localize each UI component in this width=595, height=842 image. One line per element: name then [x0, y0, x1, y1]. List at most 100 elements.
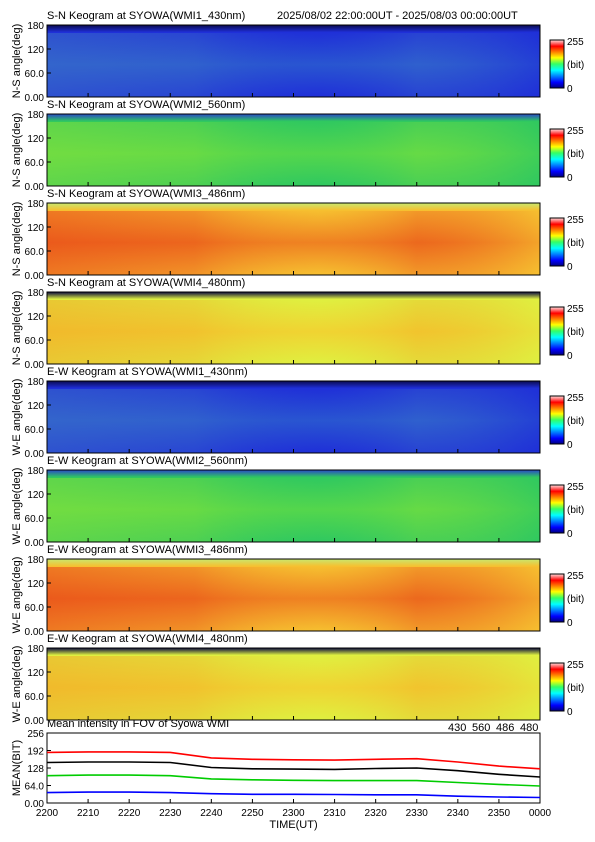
keogram-texture: [47, 211, 540, 275]
y-tick-label: 180: [27, 555, 44, 566]
y-axis-label: W-E angle(deg): [11, 379, 23, 456]
panel-title: E-W Keogram at SYOWA(WMI1_430nm): [47, 366, 248, 378]
keogram-panel: E-W Keogram at SYOWA(WMI1_430nm)180 120 60…: [11, 366, 584, 460]
y-tick-label: 60.0: [25, 514, 45, 525]
y-tick-label: 0.00: [25, 93, 45, 104]
legend-entry-486: 486: [496, 722, 514, 734]
y-tick-label: 120: [27, 134, 44, 145]
y-tick-label: 180: [27, 377, 44, 388]
y-axis-label: W-E angle(deg): [11, 646, 23, 723]
legend-entry-560: 560: [472, 722, 490, 734]
colorbar-min-label: 0: [567, 262, 573, 273]
x-tick-label: 2300: [282, 808, 305, 819]
colorbar-min-label: 0: [567, 84, 573, 95]
colorbar: [549, 39, 565, 89]
x-tick-label: 2250: [241, 808, 264, 819]
keogram-panel: E-W Keogram at SYOWA(WMI3_486nm)180 120 60…: [11, 544, 584, 638]
y-tick-label: 60.0: [25, 158, 45, 169]
colorbar-unit-label: (bit): [567, 238, 584, 249]
colorbar-unit-label: (bit): [567, 683, 584, 694]
y-tick-label: 0.00: [25, 271, 45, 282]
colorbar-min-label: 0: [567, 618, 573, 629]
panel-title: E-W Keogram at SYOWA(WMI3_486nm): [47, 544, 248, 556]
y-tick-label: 180: [27, 110, 44, 121]
y-axis-label: N-S angle(deg): [11, 113, 23, 188]
legend-entry-430: 430: [448, 722, 466, 734]
y-tick-label: 120: [27, 490, 44, 501]
panel-title: S-N Keogram at SYOWA(WMI3_486nm): [47, 188, 245, 200]
series-line-430: [46, 791, 541, 799]
colorbar-min-label: 0: [567, 351, 573, 362]
y-tick-label: 60.0: [25, 336, 45, 347]
y-tick-label: 180: [27, 466, 44, 477]
colorbar-max-label: 255: [567, 126, 584, 137]
y-tick-label: 60.0: [25, 247, 45, 258]
y-axis-label: MEAN(BIT): [11, 740, 23, 796]
keogram-texture: [47, 656, 540, 720]
colorbar-unit-label: (bit): [567, 416, 584, 427]
colorbar-max-label: 255: [567, 304, 584, 315]
y-tick-label: 180: [27, 644, 44, 655]
series-line-486: [46, 751, 541, 770]
colorbar-max-label: 255: [567, 393, 584, 404]
x-tick-label: 2340: [447, 808, 470, 819]
series-line-560: [46, 774, 541, 787]
colorbar-max-label: 255: [567, 482, 584, 493]
y-axis-label: N-S angle(deg): [11, 291, 23, 366]
y-tick-label: 180: [27, 199, 44, 210]
y-tick-label: 120: [27, 579, 44, 590]
x-tick-label: 2320: [365, 808, 388, 819]
mean-intensity-plot: Mean intensity in FOV of Syowa WMI 430 560…: [11, 718, 552, 831]
y-tick-label: 60.0: [25, 692, 45, 703]
y-tick-label: 0.00: [25, 360, 45, 371]
keogram-texture: [47, 33, 540, 97]
y-tick-label: 180: [27, 288, 44, 299]
keogram-texture: [47, 300, 540, 364]
colorbar-min-label: 0: [567, 440, 573, 451]
keogram-panel: S-N Keogram at SYOWA(WMI3_486nm)180 120 60…: [11, 188, 584, 282]
colorbar: [549, 128, 565, 178]
colorbar-min-label: 0: [567, 529, 573, 540]
keogram-panel: S-N Keogram at SYOWA(WMI4_480nm)180 120 60…: [11, 277, 584, 371]
x-tick-label: 2220: [118, 808, 141, 819]
x-axis-label: TIME(UT): [269, 819, 317, 831]
y-axis-label: N-S angle(deg): [11, 24, 23, 99]
y-tick-label: 120: [27, 668, 44, 679]
colorbar-unit-label: (bit): [567, 594, 584, 605]
x-tick-label: 2240: [200, 808, 223, 819]
panel-title: S-N Keogram at SYOWA(WMI2_560nm): [47, 99, 245, 111]
y-tick-label: 0.00: [25, 716, 45, 727]
y-tick-label: 120: [27, 45, 44, 56]
y-tick-label: 0.00: [25, 538, 45, 549]
x-tick-label: 2210: [77, 808, 100, 819]
colorbar-unit-label: (bit): [567, 149, 584, 160]
colorbar: [549, 395, 565, 445]
keogram-texture: [47, 122, 540, 186]
legend-entry-480: 480: [520, 722, 538, 734]
series-line-480: [46, 761, 541, 778]
colorbar: [549, 662, 565, 712]
y-tick-label: 0.00: [25, 182, 45, 193]
colorbar-max-label: 255: [567, 571, 584, 582]
keogram-panel: S-N Keogram at SYOWA(WMI1_430nm)180 120 60…: [11, 10, 584, 104]
y-tick-label: 256: [27, 729, 44, 740]
keogram-texture: [47, 567, 540, 631]
keogram-panels: S-N Keogram at SYOWA(WMI1_430nm)18012060…: [11, 10, 584, 727]
keogram-panel: S-N Keogram at SYOWA(WMI2_560nm)180 120 60…: [11, 99, 584, 193]
y-axis-label: W-E angle(deg): [11, 557, 23, 634]
y-tick-label: 60.0: [25, 603, 45, 614]
y-tick-label: 192: [27, 747, 44, 758]
y-tick-label: 120: [27, 312, 44, 323]
time-range-label: 2025/08/02 22:00:00UT - 2025/08/03 00:00…: [277, 10, 518, 22]
x-tick-label: 0000: [529, 808, 552, 819]
x-tick-label: 2230: [159, 808, 182, 819]
y-tick-label: 64.0: [25, 782, 45, 793]
y-tick-label: 128: [27, 764, 44, 775]
y-axis-label: N-S angle(deg): [11, 202, 23, 277]
y-tick-label: 0.00: [25, 799, 45, 810]
x-tick-label: 2200: [36, 808, 59, 819]
colorbar-min-label: 0: [567, 173, 573, 184]
line-plot-title: Mean intensity in FOV of Syowa WMI: [47, 718, 229, 730]
y-axis-label: W-E angle(deg): [11, 468, 23, 545]
